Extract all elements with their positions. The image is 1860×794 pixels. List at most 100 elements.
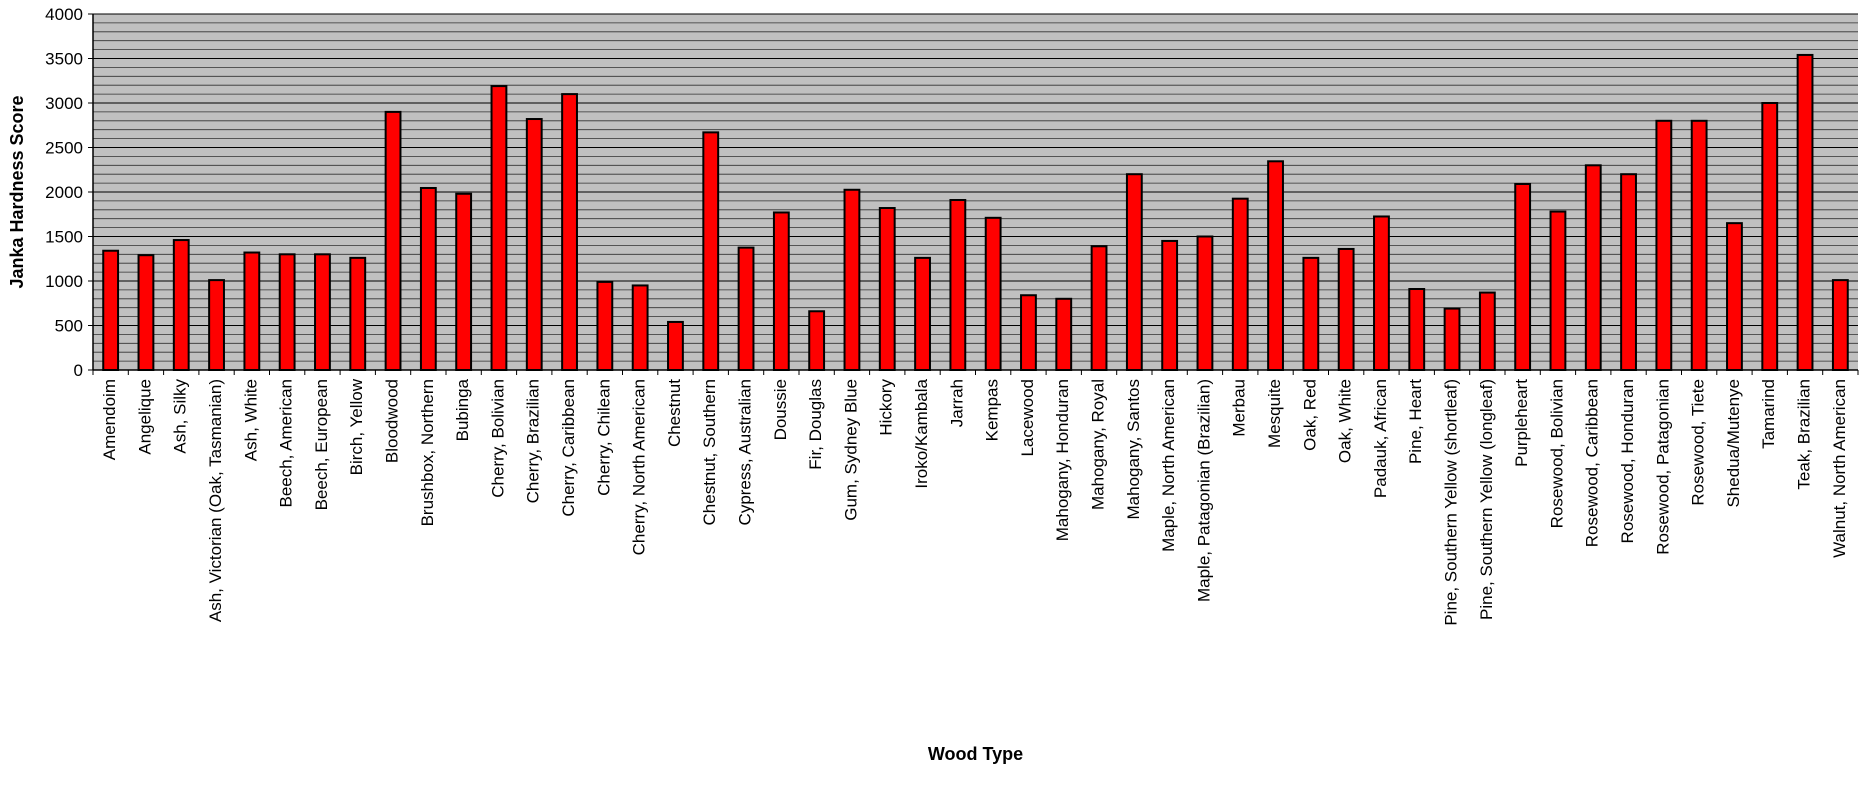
bar	[1231, 197, 1249, 371]
bar	[1620, 173, 1637, 371]
bar	[1373, 215, 1390, 371]
bar	[1267, 160, 1284, 371]
x-tick-label: Tamarind	[1759, 379, 1778, 449]
x-tick-label: Purpleheart	[1512, 379, 1531, 467]
x-tick-label: Ash, Silky	[171, 379, 190, 454]
bar	[1090, 245, 1108, 371]
bar	[208, 279, 225, 371]
x-tick-label: Bloodwood	[383, 379, 402, 463]
bar	[243, 251, 261, 372]
bar	[172, 239, 190, 371]
bar	[419, 186, 437, 371]
x-tick-label: Beech, American	[277, 379, 296, 508]
bar	[525, 118, 543, 371]
x-tick-label: Cypress, Australian	[736, 379, 755, 525]
bar	[1549, 210, 1567, 371]
bar	[384, 110, 402, 372]
x-tick-label: Mahogany, Royal	[1089, 379, 1108, 510]
x-tick-label: Merbau	[1230, 379, 1249, 437]
x-tick-label: Fir, Douglas	[806, 379, 825, 470]
x-tick-label: Chestnut	[665, 379, 684, 447]
y-axis-title: Janka Hardness Score	[7, 95, 27, 288]
x-tick-label: Ash, Victorian (Oak, Tasmanian)	[206, 379, 225, 622]
bar	[1161, 239, 1179, 371]
bar	[878, 207, 896, 371]
bar	[737, 246, 755, 371]
x-tick-label: Teak, Brazilian	[1795, 379, 1814, 490]
x-tick-label: Brushbox, Northern	[418, 379, 437, 526]
bar	[631, 284, 649, 372]
x-tick-label: Birch, Yellow	[347, 378, 366, 475]
x-tick-label: Jarrah	[947, 379, 966, 427]
x-tick-label: Walnut, North American	[1830, 379, 1849, 558]
x-tick-label: Ash, White	[241, 379, 260, 461]
bar	[1726, 222, 1743, 371]
y-tick-label: 2500	[45, 139, 83, 158]
bar	[490, 85, 508, 371]
bar	[137, 254, 155, 371]
x-tick-label: Kempas	[983, 379, 1002, 441]
x-tick-label: Bubinga	[453, 378, 472, 441]
x-tick-label: Rosewood, Honduran	[1618, 379, 1637, 543]
x-tick-label: Mesquite	[1265, 379, 1284, 448]
x-axis-ticks	[92, 370, 1859, 375]
x-tick-label: Lacewood	[1018, 379, 1037, 457]
bar	[702, 131, 720, 371]
y-axis-ticks: 0 500 1000 1500 2000 2500 3000 3500 4000	[45, 5, 93, 380]
x-tick-label: Cherry, Chilean	[594, 379, 613, 496]
x-tick-label: Padauk, African	[1371, 379, 1390, 498]
x-tick-label: Maple, North American	[1159, 379, 1178, 552]
bar	[1690, 119, 1708, 371]
bar	[1514, 182, 1532, 371]
bar	[1408, 288, 1426, 372]
bar	[1125, 173, 1143, 371]
bar	[772, 211, 790, 371]
bar	[1796, 53, 1814, 371]
bar	[314, 253, 331, 371]
x-tick-label: Hickory	[877, 379, 896, 436]
bar	[843, 188, 861, 371]
bar	[596, 280, 614, 372]
x-tick-label: Cherry, Caribbean	[559, 379, 578, 517]
x-axis-title: Wood Type	[928, 744, 1023, 764]
x-tick-label: Pine, Southern Yellow (longleaf)	[1477, 379, 1496, 620]
x-tick-label: Rosewood, Caribbean	[1583, 379, 1602, 547]
y-tick-label: 0	[74, 361, 83, 380]
y-tick-label: 3000	[45, 94, 83, 113]
bar	[1055, 297, 1073, 371]
x-tick-label: Pine, Southern Yellow (shortleaf)	[1442, 379, 1461, 626]
y-tick-label: 4000	[45, 5, 83, 24]
x-tick-label: Rosewood, Bolivian	[1547, 379, 1566, 528]
y-tick-label: 2000	[45, 183, 83, 202]
bar	[1302, 256, 1320, 371]
x-tick-label: Shedua/Mutenye	[1724, 379, 1743, 508]
x-tick-label: Oak, White	[1336, 379, 1355, 463]
y-tick-label: 500	[55, 317, 83, 336]
bar	[102, 249, 120, 372]
bar	[914, 256, 931, 371]
bar	[808, 310, 826, 372]
x-tick-label: Cherry, Brazilian	[524, 379, 543, 503]
bar	[949, 199, 967, 371]
x-tick-label: Angelique	[135, 379, 154, 455]
bar	[349, 256, 367, 371]
x-tick-label: Oak, Red	[1300, 379, 1319, 451]
bar	[278, 253, 296, 371]
x-tick-label: Gum, Sydney Blue	[841, 379, 860, 521]
x-tick-label: Beech, European	[312, 379, 331, 510]
x-tick-label: Mahogany, Santos	[1124, 379, 1143, 520]
x-tick-label: Iroko/Kambala	[912, 378, 931, 488]
x-tick-label: Chestnut, Southern	[700, 379, 719, 525]
bar	[1831, 279, 1849, 371]
x-tick-label: Rosewood, Tiete	[1689, 379, 1708, 506]
y-tick-label: 1000	[45, 272, 83, 291]
bar	[1761, 102, 1779, 371]
bar	[667, 320, 684, 372]
x-tick-label: Pine, Heart	[1406, 379, 1425, 464]
bar	[1196, 235, 1214, 371]
x-tick-label: Doussie	[771, 379, 790, 440]
x-tick-label: Rosewood, Patagonian	[1653, 379, 1672, 555]
y-tick-label: 1500	[45, 228, 83, 247]
